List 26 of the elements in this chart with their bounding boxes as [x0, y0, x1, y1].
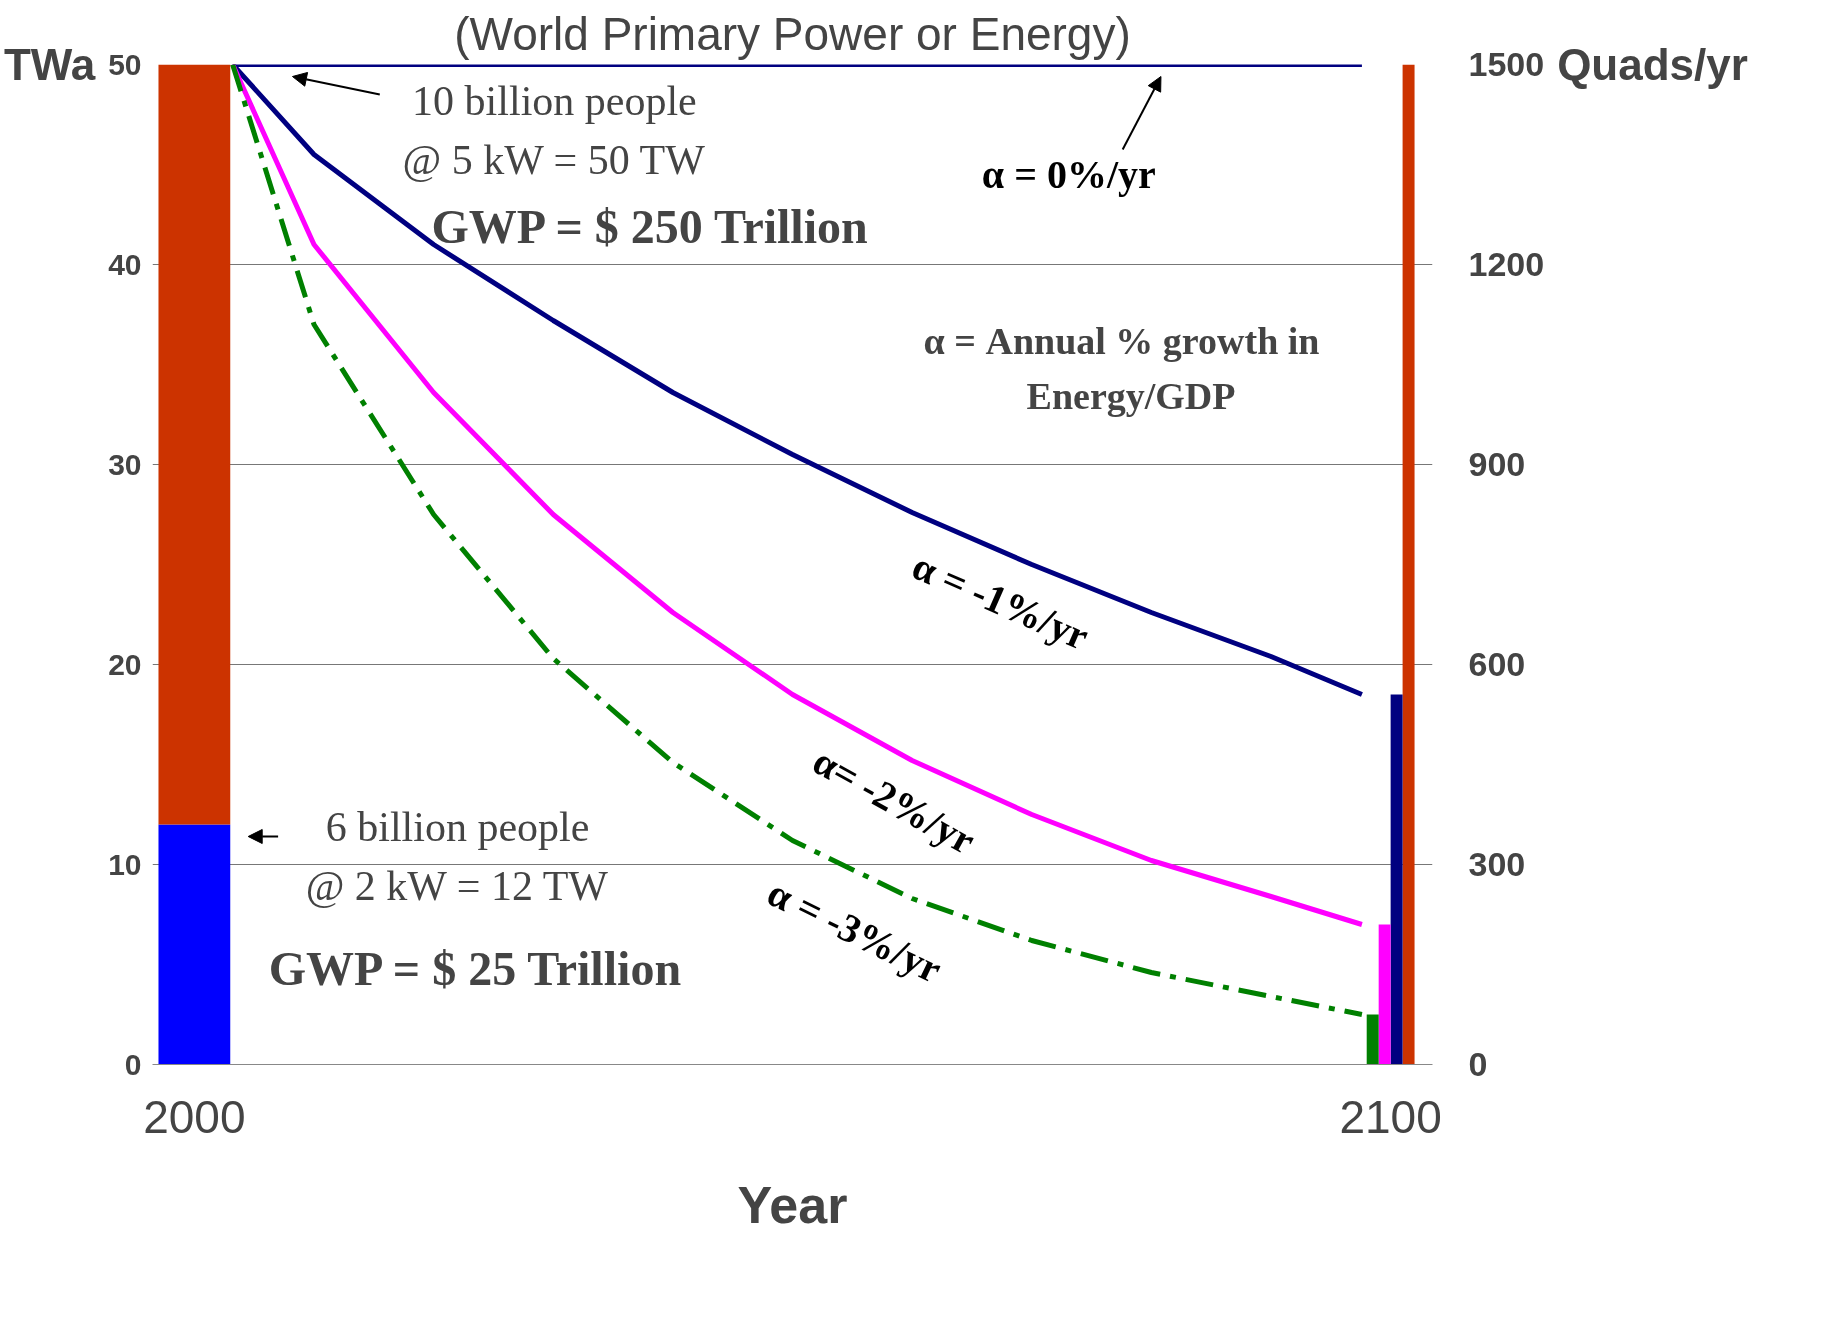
text: α = -1%/yr — [905, 543, 1096, 659]
y2-tick-label: 0 — [1468, 1045, 1488, 1083]
text: α = 0%/yr — [981, 152, 1156, 197]
annotation: GWP = $ 250 Trillion — [431, 200, 868, 253]
y2-tick-label: 900 — [1468, 445, 1526, 483]
y-tick-label: 50 — [108, 47, 142, 81]
annotation: 6 billion people @ 2 kW = 12 TW — [305, 803, 609, 910]
y2-axis-title: Quads/yr — [1557, 40, 1748, 89]
x-tick-label: 2000 — [143, 1090, 246, 1143]
y2-tick-label: 1200 — [1468, 245, 1545, 283]
y-tick-label: 30 — [108, 447, 142, 481]
annotation: α = Annual % growth in Energy/GDP — [923, 320, 1320, 417]
y2-tick-label: 300 — [1468, 845, 1526, 883]
y-tick-label: 10 — [108, 847, 142, 881]
y-tick-label: 20 — [108, 647, 142, 681]
y-tick-label: 0 — [124, 1047, 142, 1081]
annotation: 10 billion people @ 5 kW = 50 TW — [402, 77, 706, 184]
y2-tick-label: 1500 — [1468, 45, 1545, 83]
y2-tick-label: 600 — [1468, 645, 1526, 683]
chart-title: (World Primary Power or Energy) — [454, 7, 1131, 60]
y-axis-title: TWa — [3, 40, 96, 89]
annotation: GWP = $ 25 Trillion — [268, 942, 682, 995]
text: α = -3%/yr — [760, 869, 949, 992]
y-tick-label: 40 — [108, 247, 142, 281]
x-tick-label: 2100 — [1339, 1090, 1442, 1143]
x-axis-title: Year — [737, 1175, 848, 1234]
